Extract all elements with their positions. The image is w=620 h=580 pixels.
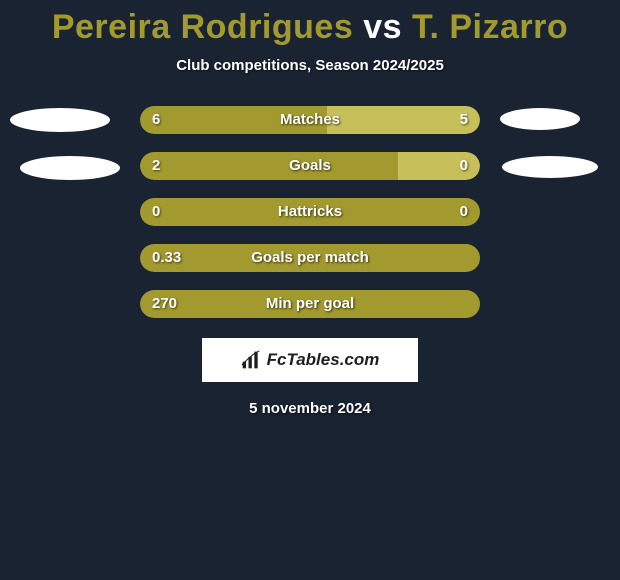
stat-label: Goals <box>140 152 480 180</box>
right-ellipse <box>502 156 598 178</box>
left-ellipse <box>10 108 110 132</box>
stat-row: 20Goals <box>0 152 620 182</box>
stat-label: Goals per match <box>140 244 480 272</box>
stat-label: Min per goal <box>140 290 480 318</box>
stat-row: 00Hattricks <box>0 198 620 228</box>
fctables-logo: FcTables.com <box>202 338 418 382</box>
comparison-title: Pereira Rodrigues vs T. Pizarro <box>0 0 620 47</box>
bar-chart-icon <box>241 350 261 370</box>
right-ellipse <box>500 108 580 130</box>
vs-label: vs <box>363 8 402 46</box>
stat-row: 270Min per goal <box>0 290 620 320</box>
snapshot-date: 5 november 2024 <box>0 400 620 417</box>
stat-row: 65Matches <box>0 106 620 136</box>
stat-row: 0.33Goals per match <box>0 244 620 274</box>
player1-name: Pereira Rodrigues <box>52 8 353 46</box>
stat-label: Matches <box>140 106 480 134</box>
left-ellipse <box>20 156 120 180</box>
player2-name: T. Pizarro <box>412 8 568 46</box>
season-subtitle: Club competitions, Season 2024/2025 <box>0 57 620 74</box>
stat-label: Hattricks <box>140 198 480 226</box>
logo-text: FcTables.com <box>267 350 380 370</box>
stats-container: 65Matches 20Goals 00Hattricks 0.33Goals per… <box>0 106 620 320</box>
